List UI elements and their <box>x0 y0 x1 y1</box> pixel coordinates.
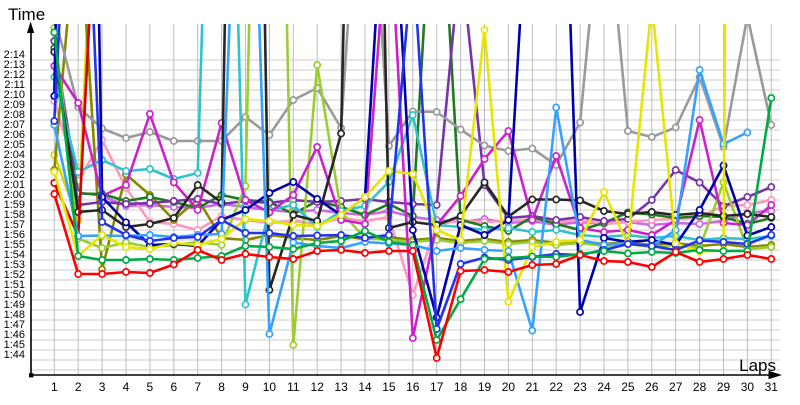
svg-text:13: 13 <box>334 380 348 394</box>
svg-text:9: 9 <box>242 380 249 394</box>
svg-text:1:49: 1:49 <box>4 299 25 311</box>
svg-text:2:10: 2:10 <box>4 89 25 101</box>
svg-text:17: 17 <box>430 380 444 394</box>
svg-text:2:03: 2:03 <box>4 159 25 171</box>
svg-text:1:52: 1:52 <box>4 269 25 281</box>
svg-text:20: 20 <box>502 380 516 394</box>
svg-text:2:06: 2:06 <box>4 129 25 141</box>
svg-text:18: 18 <box>454 380 468 394</box>
svg-text:14: 14 <box>358 380 372 394</box>
svg-text:7: 7 <box>194 380 201 394</box>
svg-text:1:48: 1:48 <box>4 309 25 321</box>
svg-text:1:55: 1:55 <box>4 239 25 251</box>
svg-text:24: 24 <box>597 380 611 394</box>
svg-text:2:05: 2:05 <box>4 139 25 151</box>
svg-text:2:02: 2:02 <box>4 169 25 181</box>
svg-text:26: 26 <box>645 380 659 394</box>
svg-text:2:14: 2:14 <box>4 49 25 61</box>
svg-text:2:13: 2:13 <box>4 59 25 71</box>
svg-text:2: 2 <box>75 380 82 394</box>
svg-text:1:54: 1:54 <box>4 249 25 261</box>
svg-text:22: 22 <box>550 380 564 394</box>
svg-text:27: 27 <box>669 380 683 394</box>
svg-text:25: 25 <box>621 380 635 394</box>
svg-text:1:46: 1:46 <box>4 329 25 341</box>
svg-text:10: 10 <box>263 380 277 394</box>
svg-text:19: 19 <box>478 380 492 394</box>
svg-text:6: 6 <box>170 380 177 394</box>
svg-text:1:56: 1:56 <box>4 229 25 241</box>
svg-text:1:58: 1:58 <box>4 209 25 221</box>
svg-text:1:59: 1:59 <box>4 199 25 211</box>
svg-text:Laps: Laps <box>739 356 776 375</box>
svg-text:11: 11 <box>287 380 300 394</box>
svg-text:1:51: 1:51 <box>4 279 25 291</box>
svg-text:31: 31 <box>765 380 779 394</box>
svg-text:29: 29 <box>717 380 731 394</box>
svg-text:1:47: 1:47 <box>4 319 25 331</box>
svg-text:2:09: 2:09 <box>4 99 25 111</box>
svg-text:2:11: 2:11 <box>4 79 25 91</box>
svg-text:5: 5 <box>147 380 154 394</box>
svg-text:12: 12 <box>311 380 325 394</box>
svg-text:2:12: 2:12 <box>4 69 25 81</box>
svg-text:2:01: 2:01 <box>4 179 25 191</box>
svg-text:4: 4 <box>123 380 130 394</box>
svg-text:16: 16 <box>406 380 420 394</box>
svg-text:1:50: 1:50 <box>4 289 25 301</box>
svg-text:28: 28 <box>693 380 707 394</box>
svg-text:1:45: 1:45 <box>4 339 25 351</box>
svg-text:30: 30 <box>741 380 755 394</box>
svg-text:21: 21 <box>526 380 540 394</box>
svg-text:1:53: 1:53 <box>4 259 25 271</box>
svg-text:8: 8 <box>218 380 225 394</box>
svg-text:2:00: 2:00 <box>4 189 25 201</box>
svg-text:3: 3 <box>99 380 106 394</box>
svg-text:2:08: 2:08 <box>4 109 25 121</box>
svg-text:1:57: 1:57 <box>4 219 25 231</box>
svg-text:1:44: 1:44 <box>4 349 25 361</box>
svg-text:2:07: 2:07 <box>4 119 25 131</box>
svg-text:1: 1 <box>51 380 58 394</box>
svg-text:2:04: 2:04 <box>4 149 25 161</box>
svg-text:15: 15 <box>382 380 396 394</box>
svg-text:Time: Time <box>8 5 45 24</box>
svg-text:23: 23 <box>573 380 587 394</box>
